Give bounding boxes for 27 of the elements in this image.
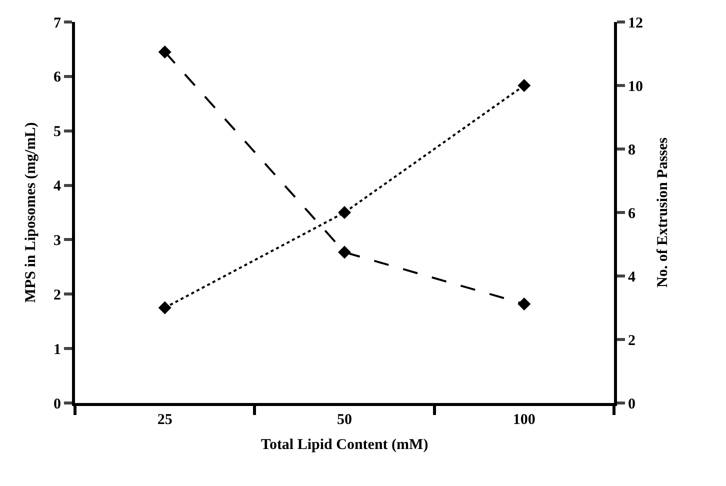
y-tick-label: 4 (54, 178, 62, 195)
y-tick-label: 0 (54, 396, 61, 412)
y-tick-label: 2 (54, 287, 61, 304)
y-tick-label: 1 (54, 342, 61, 358)
y2-tick-label: 4 (628, 269, 636, 286)
y2-tick-label: 0 (628, 396, 636, 412)
y-tick-label: 7 (54, 15, 62, 32)
x-tick-label: 50 (337, 412, 352, 428)
x-axis-title: Total Lipid Content (mM) (260, 437, 428, 453)
y2-tick-label: 10 (628, 78, 643, 95)
point (158, 301, 172, 314)
y2-tick-label: 2 (628, 332, 636, 349)
y-tick-label: 5 (54, 124, 61, 140)
y-tick-label: 6 (54, 70, 62, 86)
point (158, 45, 172, 58)
point (338, 206, 351, 219)
x-tick-label: 25 (157, 412, 172, 428)
x-tick-label: 100 (512, 412, 536, 428)
point (518, 297, 531, 310)
y2-tick-label: 12 (628, 15, 643, 32)
y2-axis-title: No. of Extrusion Passes (655, 137, 671, 288)
y2-tick-label: 6 (628, 206, 636, 222)
point (338, 246, 351, 259)
y-tick-label: 3 (54, 232, 61, 249)
y2-tick-label: 8 (628, 142, 636, 158)
y-axis-title: MPS in Liposomes (mg/mL) (22, 122, 39, 303)
point (518, 79, 531, 92)
